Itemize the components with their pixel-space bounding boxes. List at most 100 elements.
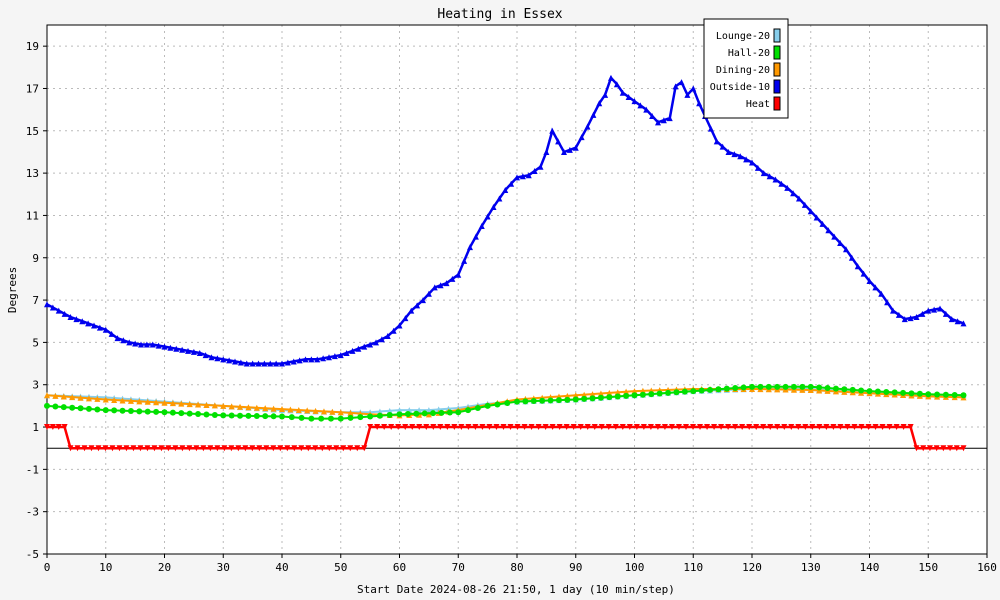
data-point-heat	[381, 424, 388, 431]
data-point-dining-20	[606, 389, 613, 396]
data-point-hall-20	[203, 411, 210, 418]
series-line-outside-10	[46, 75, 964, 365]
data-point-outside-10	[784, 184, 791, 191]
data-point-heat	[816, 424, 823, 431]
y-tick-label: 13	[26, 167, 39, 180]
data-point-heat	[844, 424, 851, 431]
data-point-heat	[465, 424, 472, 431]
data-point-outside-10	[108, 330, 115, 337]
data-point-heat	[312, 445, 319, 452]
data-point-heat	[837, 424, 844, 431]
data-point-dining-20	[347, 409, 354, 416]
data-point-hall-20	[144, 408, 151, 415]
data-point-heat	[228, 445, 235, 452]
data-point-hall-20	[824, 385, 831, 392]
data-point-hall-20	[749, 383, 755, 390]
data-point-heat	[374, 424, 381, 431]
data-point-outside-10	[613, 81, 620, 88]
data-point-dining-20	[253, 404, 260, 411]
data-point-heat	[619, 424, 626, 431]
data-point-outside-10	[813, 214, 820, 221]
data-point-heat	[479, 424, 486, 431]
data-point-hall-20	[119, 407, 126, 414]
data-point-heat	[354, 445, 361, 452]
data-point-outside-10	[67, 314, 74, 321]
data-point-hall-20	[337, 415, 344, 422]
data-point-outside-10	[202, 352, 209, 359]
x-axis-label: Start Date 2024-08-26 21:50, 1 day (10 m…	[357, 583, 675, 596]
x-tick-label: 130	[801, 561, 821, 574]
data-point-hall-20	[799, 383, 806, 390]
data-point-outside-10	[678, 79, 685, 86]
data-point-outside-10	[143, 341, 150, 348]
y-tick-label: 7	[32, 294, 39, 307]
data-point-outside-10	[825, 227, 832, 234]
plot-frame	[46, 24, 988, 555]
data-point-outside-10	[655, 119, 661, 126]
data-point-heat	[44, 424, 50, 431]
data-point-hall-20	[547, 397, 554, 404]
data-point-outside-10	[490, 203, 497, 210]
data-point-heat	[291, 445, 298, 452]
data-point-outside-10	[872, 284, 879, 291]
data-point-outside-10	[44, 301, 50, 308]
data-point-outside-10	[284, 359, 291, 366]
data-point-heat	[61, 424, 68, 431]
y-tick-label: -1	[26, 463, 39, 476]
data-point-hall-20	[474, 404, 481, 411]
grid	[47, 25, 987, 554]
data-point-dining-20	[161, 399, 168, 406]
data-point-hall-20	[656, 390, 663, 397]
data-point-outside-10	[954, 318, 961, 325]
data-point-heat	[830, 424, 837, 431]
data-point-hall-20	[504, 400, 511, 407]
data-point-outside-10	[860, 270, 867, 277]
data-point-outside-10	[390, 327, 397, 334]
data-point-heat	[95, 445, 102, 452]
x-tick-label: 20	[158, 561, 171, 574]
data-point-outside-10	[120, 337, 127, 344]
data-point-outside-10	[467, 244, 473, 251]
data-point-heat	[88, 445, 95, 452]
data-point-heat	[214, 445, 221, 452]
data-point-outside-10	[572, 144, 579, 151]
data-point-outside-10	[384, 333, 391, 340]
data-point-outside-10	[725, 148, 732, 155]
data-point-outside-10	[608, 74, 614, 81]
data-point-heat	[549, 424, 556, 431]
y-tick-label: 17	[26, 82, 39, 95]
data-point-hall-20	[111, 407, 118, 414]
data-point-hall-20	[698, 387, 705, 394]
data-point-outside-10	[743, 156, 750, 163]
data-point-hall-20	[723, 385, 730, 392]
data-point-heat	[347, 445, 354, 452]
data-point-dining-20	[631, 388, 638, 395]
data-point-heat	[563, 424, 570, 431]
data-point-outside-10	[790, 190, 797, 197]
data-point-heat	[298, 445, 305, 452]
data-point-heat	[444, 424, 451, 431]
x-tick-label: 30	[217, 561, 230, 574]
data-point-hall-20	[127, 408, 134, 415]
data-point-hall-20	[102, 407, 109, 414]
data-point-outside-10	[132, 340, 139, 347]
data-point-hall-20	[908, 390, 915, 397]
data-point-hall-20	[639, 391, 646, 398]
data-point-outside-10	[937, 305, 943, 312]
data-point-heat	[416, 424, 423, 431]
x-tick-label: 140	[860, 561, 880, 574]
data-point-hall-20	[77, 405, 84, 412]
data-point-hall-20	[832, 385, 839, 392]
data-point-heat	[270, 445, 277, 452]
data-point-dining-20	[102, 396, 109, 403]
data-point-dining-20	[262, 405, 269, 412]
data-point-heat	[542, 424, 549, 431]
data-point-heat	[893, 424, 900, 431]
data-point-dining-20	[279, 406, 285, 413]
data-point-hall-20	[891, 389, 898, 396]
data-point-heat	[940, 445, 947, 452]
data-point-heat	[207, 445, 214, 452]
data-point-outside-10	[79, 318, 86, 325]
legend-swatch-heat	[773, 96, 781, 111]
data-point-heat	[933, 445, 940, 452]
